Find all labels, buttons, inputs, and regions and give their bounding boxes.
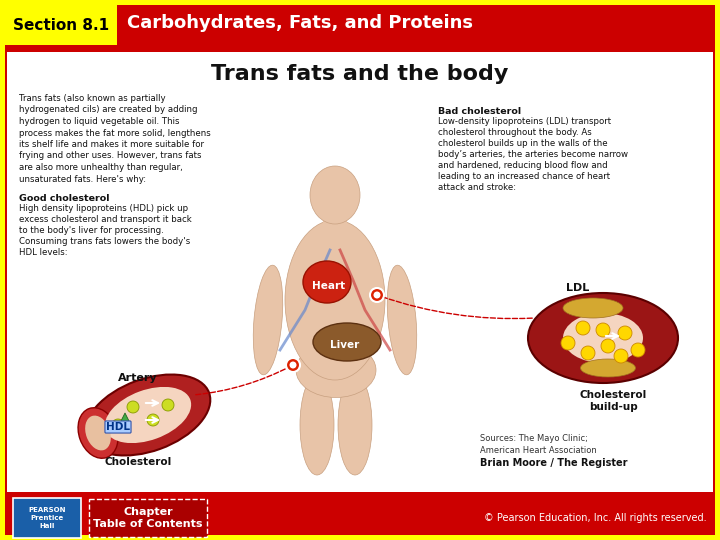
Text: Chapter
Table of Contents: Chapter Table of Contents — [94, 507, 203, 529]
Bar — [89, 499, 207, 537]
Text: its shelf life and makes it more suitable for: its shelf life and makes it more suitabl… — [19, 140, 204, 149]
Text: cholesterol builds up in the walls of the: cholesterol builds up in the walls of th… — [438, 139, 608, 148]
Circle shape — [127, 401, 139, 413]
Ellipse shape — [300, 375, 334, 475]
Text: unsaturated fats. Here's why:: unsaturated fats. Here's why: — [19, 174, 146, 184]
Ellipse shape — [387, 265, 417, 375]
Polygon shape — [120, 413, 130, 423]
Text: LDL: LDL — [567, 283, 590, 293]
Circle shape — [576, 321, 590, 335]
Circle shape — [289, 361, 297, 368]
Ellipse shape — [296, 342, 376, 397]
Ellipse shape — [285, 220, 385, 380]
Circle shape — [374, 292, 380, 299]
Text: process makes the fat more solid, lengthens: process makes the fat more solid, length… — [19, 129, 211, 138]
Circle shape — [601, 339, 615, 353]
Text: Cholesterol: Cholesterol — [104, 457, 171, 467]
Text: American Heart Association: American Heart Association — [480, 446, 597, 455]
Ellipse shape — [528, 293, 678, 383]
Ellipse shape — [85, 416, 111, 450]
Text: Trans fats and the body: Trans fats and the body — [211, 64, 509, 84]
Text: hydrogenated cils) are created by adding: hydrogenated cils) are created by adding — [19, 105, 197, 114]
Ellipse shape — [338, 375, 372, 475]
Text: are also more unhealthy than regular,: are also more unhealthy than regular, — [19, 163, 183, 172]
Ellipse shape — [580, 359, 636, 377]
Text: frying and other uses. However, trans fats: frying and other uses. However, trans fa… — [19, 152, 202, 160]
Ellipse shape — [86, 375, 210, 455]
Text: Brian Moore / The Register: Brian Moore / The Register — [480, 458, 628, 468]
Text: HDL levels:: HDL levels: — [19, 248, 68, 257]
Ellipse shape — [78, 408, 118, 458]
Circle shape — [286, 358, 300, 372]
Text: HDL: HDL — [106, 422, 130, 432]
Ellipse shape — [253, 265, 283, 375]
Circle shape — [561, 336, 575, 350]
Text: Bad cholesterol: Bad cholesterol — [438, 107, 521, 116]
Circle shape — [614, 349, 628, 363]
Circle shape — [370, 288, 384, 302]
Text: Carbohydrates, Fats, and Proteins: Carbohydrates, Fats, and Proteins — [127, 14, 473, 32]
Text: Heart: Heart — [312, 281, 346, 291]
Text: Section 8.1: Section 8.1 — [13, 17, 109, 32]
Text: Liver: Liver — [330, 340, 359, 350]
Ellipse shape — [303, 261, 351, 303]
Bar — [5, 5, 715, 41]
Text: attack and stroke:: attack and stroke: — [438, 183, 516, 192]
Text: to the body's liver for processing.: to the body's liver for processing. — [19, 226, 163, 235]
Text: Low-density lipoproteins (LDL) transport: Low-density lipoproteins (LDL) transport — [438, 117, 611, 126]
Circle shape — [631, 343, 645, 357]
Text: Consuming trans fats lowers the body's: Consuming trans fats lowers the body's — [19, 237, 190, 246]
Text: Cholesterol
build-up: Cholesterol build-up — [580, 390, 647, 411]
Text: excess cholesterol and transport it back: excess cholesterol and transport it back — [19, 215, 192, 224]
Circle shape — [162, 399, 174, 411]
Circle shape — [147, 414, 159, 426]
Bar — [7, 492, 713, 535]
Circle shape — [596, 323, 610, 337]
Ellipse shape — [313, 323, 381, 361]
Text: PEARSON
Prentice
Hall: PEARSON Prentice Hall — [28, 507, 66, 530]
Bar — [323, 215, 347, 243]
Text: Good cholesterol: Good cholesterol — [19, 194, 109, 203]
Circle shape — [581, 346, 595, 360]
Bar — [7, 52, 713, 492]
Ellipse shape — [105, 387, 191, 443]
Text: High density lipoproteins (HDL) pick up: High density lipoproteins (HDL) pick up — [19, 204, 188, 213]
Circle shape — [618, 326, 632, 340]
Text: and hardened, reducing blood flow and: and hardened, reducing blood flow and — [438, 161, 608, 170]
Ellipse shape — [563, 313, 643, 363]
Text: Sources: The Mayo Clinic;: Sources: The Mayo Clinic; — [480, 434, 588, 443]
Text: leading to an increased chance of heart: leading to an increased chance of heart — [438, 172, 610, 181]
Text: cholesterol throughout the body. As: cholesterol throughout the body. As — [438, 128, 592, 137]
Text: Artery: Artery — [118, 373, 158, 383]
Circle shape — [112, 419, 124, 431]
Ellipse shape — [563, 298, 623, 318]
Text: hydrogen to liquid vegetable oil. This: hydrogen to liquid vegetable oil. This — [19, 117, 179, 126]
Bar — [5, 5, 117, 45]
Text: Trans fats (also known as partially: Trans fats (also known as partially — [19, 94, 166, 103]
Text: body’s arteries, the arteries become narrow: body’s arteries, the arteries become nar… — [438, 150, 628, 159]
Ellipse shape — [310, 166, 360, 224]
Bar — [13, 498, 81, 538]
Text: © Pearson Education, Inc. All rights reserved.: © Pearson Education, Inc. All rights res… — [485, 513, 707, 523]
